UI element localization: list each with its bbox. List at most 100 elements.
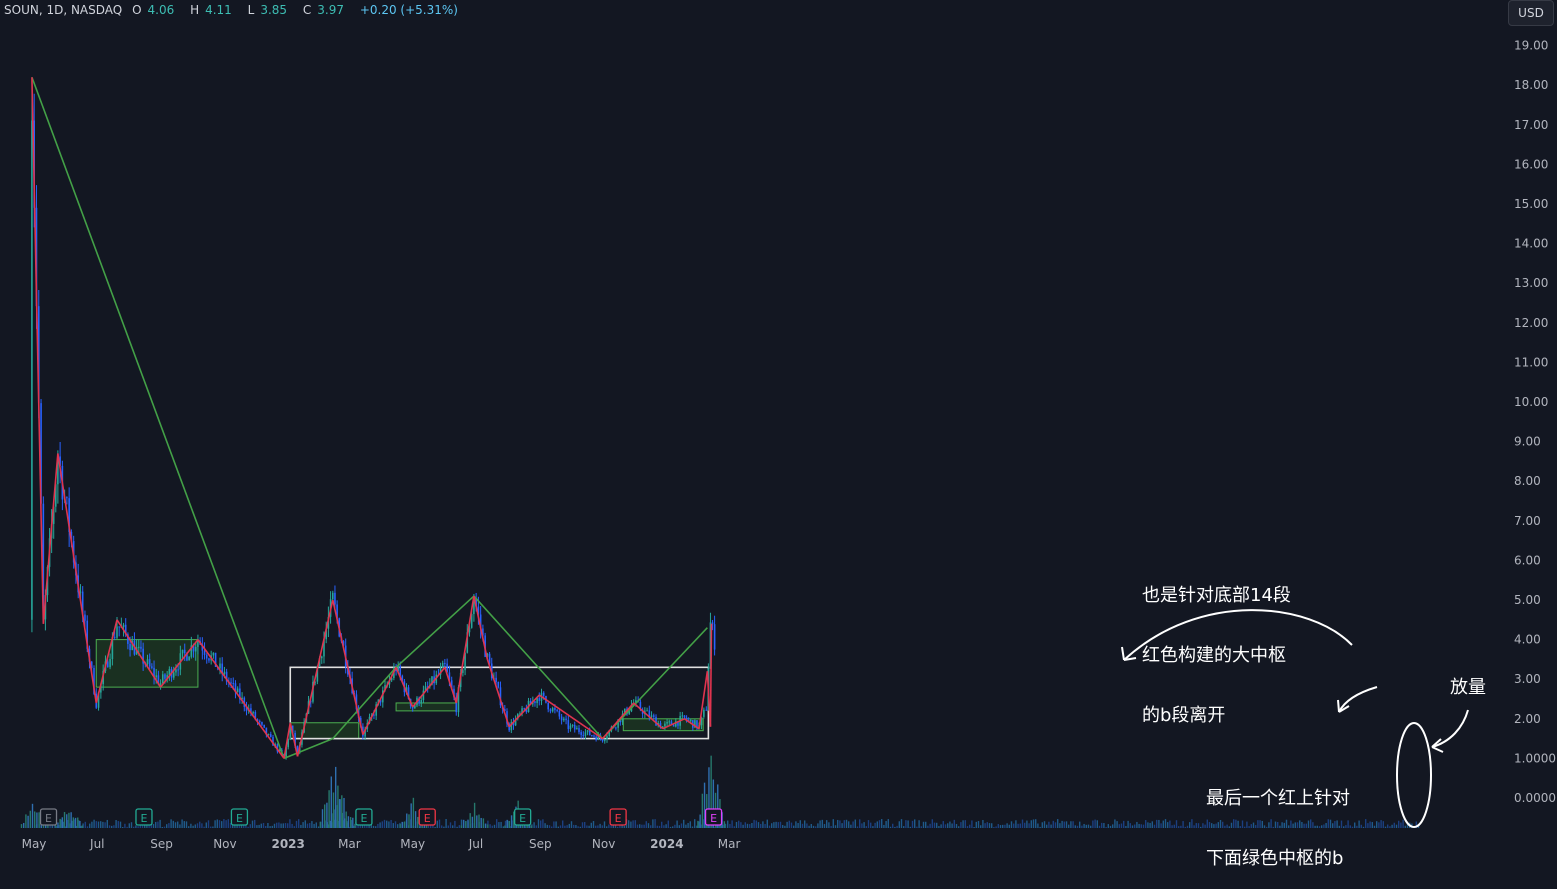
volume-bar [1202, 823, 1204, 828]
currency-button[interactable]: USD [1508, 0, 1554, 26]
volume-bar [617, 826, 619, 828]
volume-bar [1233, 819, 1235, 828]
volume-bar [232, 825, 234, 828]
volume-bar [1109, 825, 1112, 828]
time-axis[interactable]: May Jul Sep Nov 2023 Mar May Jul Sep Nov 2024 Mar [22, 837, 741, 851]
volume-bar [383, 819, 386, 828]
curved-arrow-volume [1431, 709, 1469, 748]
candle-body [90, 661, 93, 668]
candle-body [52, 506, 55, 524]
candle-body [652, 715, 655, 717]
volume-bar [1281, 822, 1283, 828]
volume-bar [177, 821, 179, 828]
price-tick-label: 16.00 [1514, 157, 1548, 171]
candle-body [462, 670, 464, 673]
volume-bar [903, 826, 905, 828]
volume-bar [530, 825, 533, 828]
volume-bar [986, 822, 988, 828]
volume-bar [1222, 821, 1224, 828]
volume-bar [1035, 819, 1037, 828]
volume-bar [249, 824, 251, 828]
candle-body [580, 732, 582, 735]
candle-body [66, 497, 68, 499]
volume-bar [1244, 826, 1246, 828]
volume-bar [1151, 821, 1153, 828]
candle-body [681, 715, 684, 717]
volume-bar [852, 821, 854, 828]
volume-bar [863, 822, 865, 828]
volume-bar [1277, 821, 1279, 828]
volume-bar [269, 826, 271, 828]
volume-bar [460, 819, 463, 828]
trend-segment-red [31, 77, 45, 624]
price-chart[interactable]: 19.00 18.00 17.00 16.00 15.00 14.00 13.00 12.00… [0, 0, 1557, 854]
volume-bar [77, 817, 79, 828]
price-axis[interactable]: 19.00 18.00 17.00 16.00 15.00 14.00 13.00 12.00… [1514, 39, 1556, 805]
candle-body [455, 697, 458, 713]
curved-arrow-top [1123, 609, 1353, 661]
volume-bar [1393, 822, 1395, 828]
volume-bar [93, 819, 95, 828]
volume-bar [1400, 822, 1402, 828]
candle-body [450, 680, 453, 689]
earnings-marker-label: E [45, 812, 52, 825]
volume-bar [1288, 825, 1290, 828]
volume-circle [1396, 722, 1432, 828]
volume-bar [661, 821, 663, 828]
volume-bar [289, 819, 291, 828]
volume-bar [1081, 825, 1083, 828]
earnings-marker-icon [609, 808, 627, 826]
volume-bar [146, 823, 148, 828]
volume-bar [117, 821, 119, 828]
volume-bar [1178, 826, 1180, 828]
volume-bar [720, 822, 722, 828]
volume-bar [500, 821, 502, 828]
volume-bar [656, 825, 658, 828]
volume-bar [771, 823, 773, 828]
symbol-label[interactable]: SOUN, 1D, NASDAQ [4, 3, 123, 17]
volume-bar [1404, 825, 1406, 828]
volume-bar [58, 825, 60, 828]
volume-bar [1325, 822, 1327, 828]
volume-bar [332, 792, 335, 828]
candle-body [615, 727, 617, 729]
time-tick-label: Jul [89, 837, 104, 851]
volume-bar [568, 823, 570, 828]
candle-body [534, 701, 536, 703]
volume-bar [397, 824, 399, 828]
volume-bar [95, 821, 97, 828]
volume-bar [205, 822, 207, 828]
volume-bar [1118, 824, 1120, 828]
curved-arrow-mid [1338, 686, 1378, 713]
candle-body [401, 675, 404, 682]
volume-bar [570, 821, 573, 828]
volume-bar [183, 821, 185, 828]
candle-body [466, 632, 469, 653]
candle-body [608, 730, 611, 736]
candle-body [97, 692, 100, 708]
volume-bar [190, 823, 192, 828]
volume-bar [130, 822, 133, 828]
volume-bar [654, 819, 656, 828]
volume-bar [133, 826, 135, 828]
annotation-top-line: 红色构建的大中枢 [1142, 645, 1286, 666]
volume-bar [1048, 821, 1050, 828]
price-tick-label: 17.00 [1514, 118, 1548, 132]
volume-bar [280, 823, 282, 828]
volume-bar [1164, 819, 1167, 828]
candle-body [122, 624, 125, 627]
volume-bar [810, 823, 812, 828]
volume-bar [458, 825, 460, 828]
volume-bar [67, 820, 69, 828]
volume-bar [579, 826, 581, 828]
volume-bar [718, 824, 720, 828]
volume-bar [1285, 819, 1288, 828]
volume-bar [78, 820, 80, 828]
candle-body [576, 728, 578, 730]
price-tick-label: 3.00 [1514, 672, 1541, 686]
volume-bar [1367, 823, 1369, 828]
volume-bar [1158, 819, 1160, 828]
volume-bar [927, 825, 929, 828]
volume-bar [997, 824, 999, 828]
volume-bar [341, 795, 343, 828]
